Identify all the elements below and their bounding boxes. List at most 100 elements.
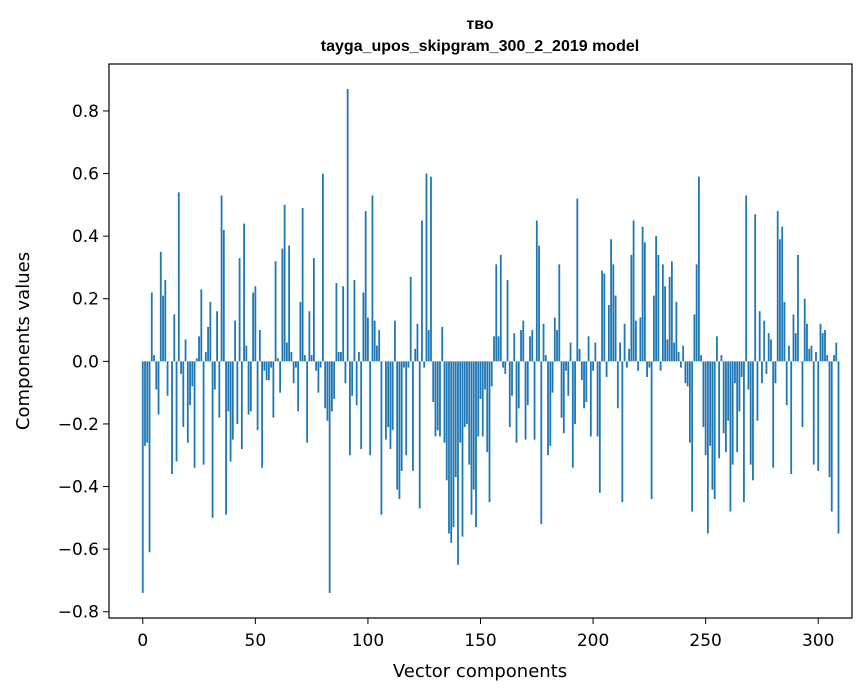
plot-area-frame <box>108 63 853 619</box>
bar-201 <box>594 342 597 362</box>
bar-57 <box>270 361 273 368</box>
bar-120 <box>412 361 414 471</box>
x-tick-label: 150 <box>464 631 496 651</box>
bar-260 <box>727 361 730 421</box>
bar-176 <box>538 245 540 362</box>
bar-230 <box>659 361 662 371</box>
bar-252 <box>709 361 712 446</box>
bar-7 <box>157 361 160 415</box>
bar-214 <box>623 323 626 362</box>
bar-127 <box>427 330 430 362</box>
bar-158 <box>497 336 500 362</box>
bar-228 <box>655 236 658 362</box>
bar-36 <box>222 229 225 362</box>
bar-297 <box>810 345 813 362</box>
bar-291 <box>797 254 799 362</box>
bar-38 <box>227 361 230 412</box>
bar-204 <box>601 270 603 362</box>
bar-71 <box>301 207 304 362</box>
bar-178 <box>542 323 545 362</box>
bar-173 <box>531 330 534 362</box>
bar-231 <box>661 264 664 362</box>
bar-27 <box>202 361 205 465</box>
bar-143 <box>463 361 466 428</box>
bar-74 <box>308 311 311 362</box>
bar-124 <box>421 220 423 362</box>
bar-115 <box>400 361 403 471</box>
bar-31 <box>211 361 214 518</box>
bar-175 <box>535 220 538 362</box>
y-tick-label: 0.0 <box>72 352 99 372</box>
bar-28 <box>204 351 207 362</box>
bar-156 <box>493 336 495 362</box>
bar-309 <box>837 361 840 534</box>
bar-18 <box>182 361 185 428</box>
bar-290 <box>794 333 797 362</box>
bar-118 <box>407 361 410 368</box>
x-tick-label: 0 <box>137 631 148 651</box>
bar-202 <box>596 361 599 437</box>
bar-59 <box>274 261 277 362</box>
bar-148 <box>475 361 477 528</box>
bar-286 <box>785 361 788 406</box>
bar-99 <box>364 211 367 362</box>
bar-206 <box>605 361 608 377</box>
bar-157 <box>495 264 498 362</box>
bar-236 <box>673 342 676 362</box>
bar-77 <box>315 361 318 371</box>
bar-171 <box>526 361 529 406</box>
bar-170 <box>524 361 527 440</box>
bar-87 <box>337 351 340 362</box>
bar-88 <box>340 351 342 362</box>
bar-135 <box>445 361 448 481</box>
bar-146 <box>470 361 473 515</box>
bar-281 <box>774 361 777 384</box>
bar-288 <box>790 361 793 475</box>
bar-83 <box>328 361 331 593</box>
bar-153 <box>486 361 489 453</box>
y-axis-label: Components values <box>13 252 34 430</box>
bar-248 <box>700 355 703 362</box>
bar-66 <box>290 351 293 362</box>
bar-217 <box>630 254 633 362</box>
bar-192 <box>574 361 576 424</box>
y-tick-label: −0.8 <box>58 603 99 623</box>
bar-4 <box>150 292 153 362</box>
bar-194 <box>578 348 581 362</box>
bar-269 <box>747 361 750 390</box>
bar-159 <box>499 254 502 362</box>
bar-147 <box>472 361 475 490</box>
bar-235 <box>670 261 673 362</box>
x-axis-ticks: 0 50 100 150 200 250 300 <box>137 618 834 651</box>
bar-195 <box>580 361 583 381</box>
bar-19 <box>184 339 187 362</box>
bar-100 <box>367 317 369 362</box>
bar-197 <box>585 361 588 403</box>
bar-226 <box>650 361 653 500</box>
bar-237 <box>675 301 678 362</box>
bar-154 <box>488 361 491 503</box>
bar-103 <box>373 320 376 362</box>
bar-168 <box>520 330 522 362</box>
bar-117 <box>405 361 408 456</box>
bar-249 <box>702 361 705 428</box>
bar-265 <box>738 361 741 412</box>
bar-126 <box>425 173 428 362</box>
bar-274 <box>758 311 761 362</box>
bar-24 <box>195 358 198 362</box>
bar-5 <box>153 355 155 362</box>
bar-51 <box>256 361 259 431</box>
bar-233 <box>666 339 669 362</box>
bar-81 <box>324 361 327 409</box>
bar-76 <box>312 258 315 362</box>
bar-63 <box>283 204 286 362</box>
bar-188 <box>565 361 567 371</box>
bar-209 <box>612 264 615 362</box>
bar-21 <box>189 361 191 406</box>
bar-0 <box>141 361 144 593</box>
bar-276 <box>763 320 766 362</box>
bar-275 <box>761 361 763 384</box>
bar-177 <box>540 361 543 525</box>
bar-302 <box>821 333 824 362</box>
bar-55 <box>265 361 268 381</box>
